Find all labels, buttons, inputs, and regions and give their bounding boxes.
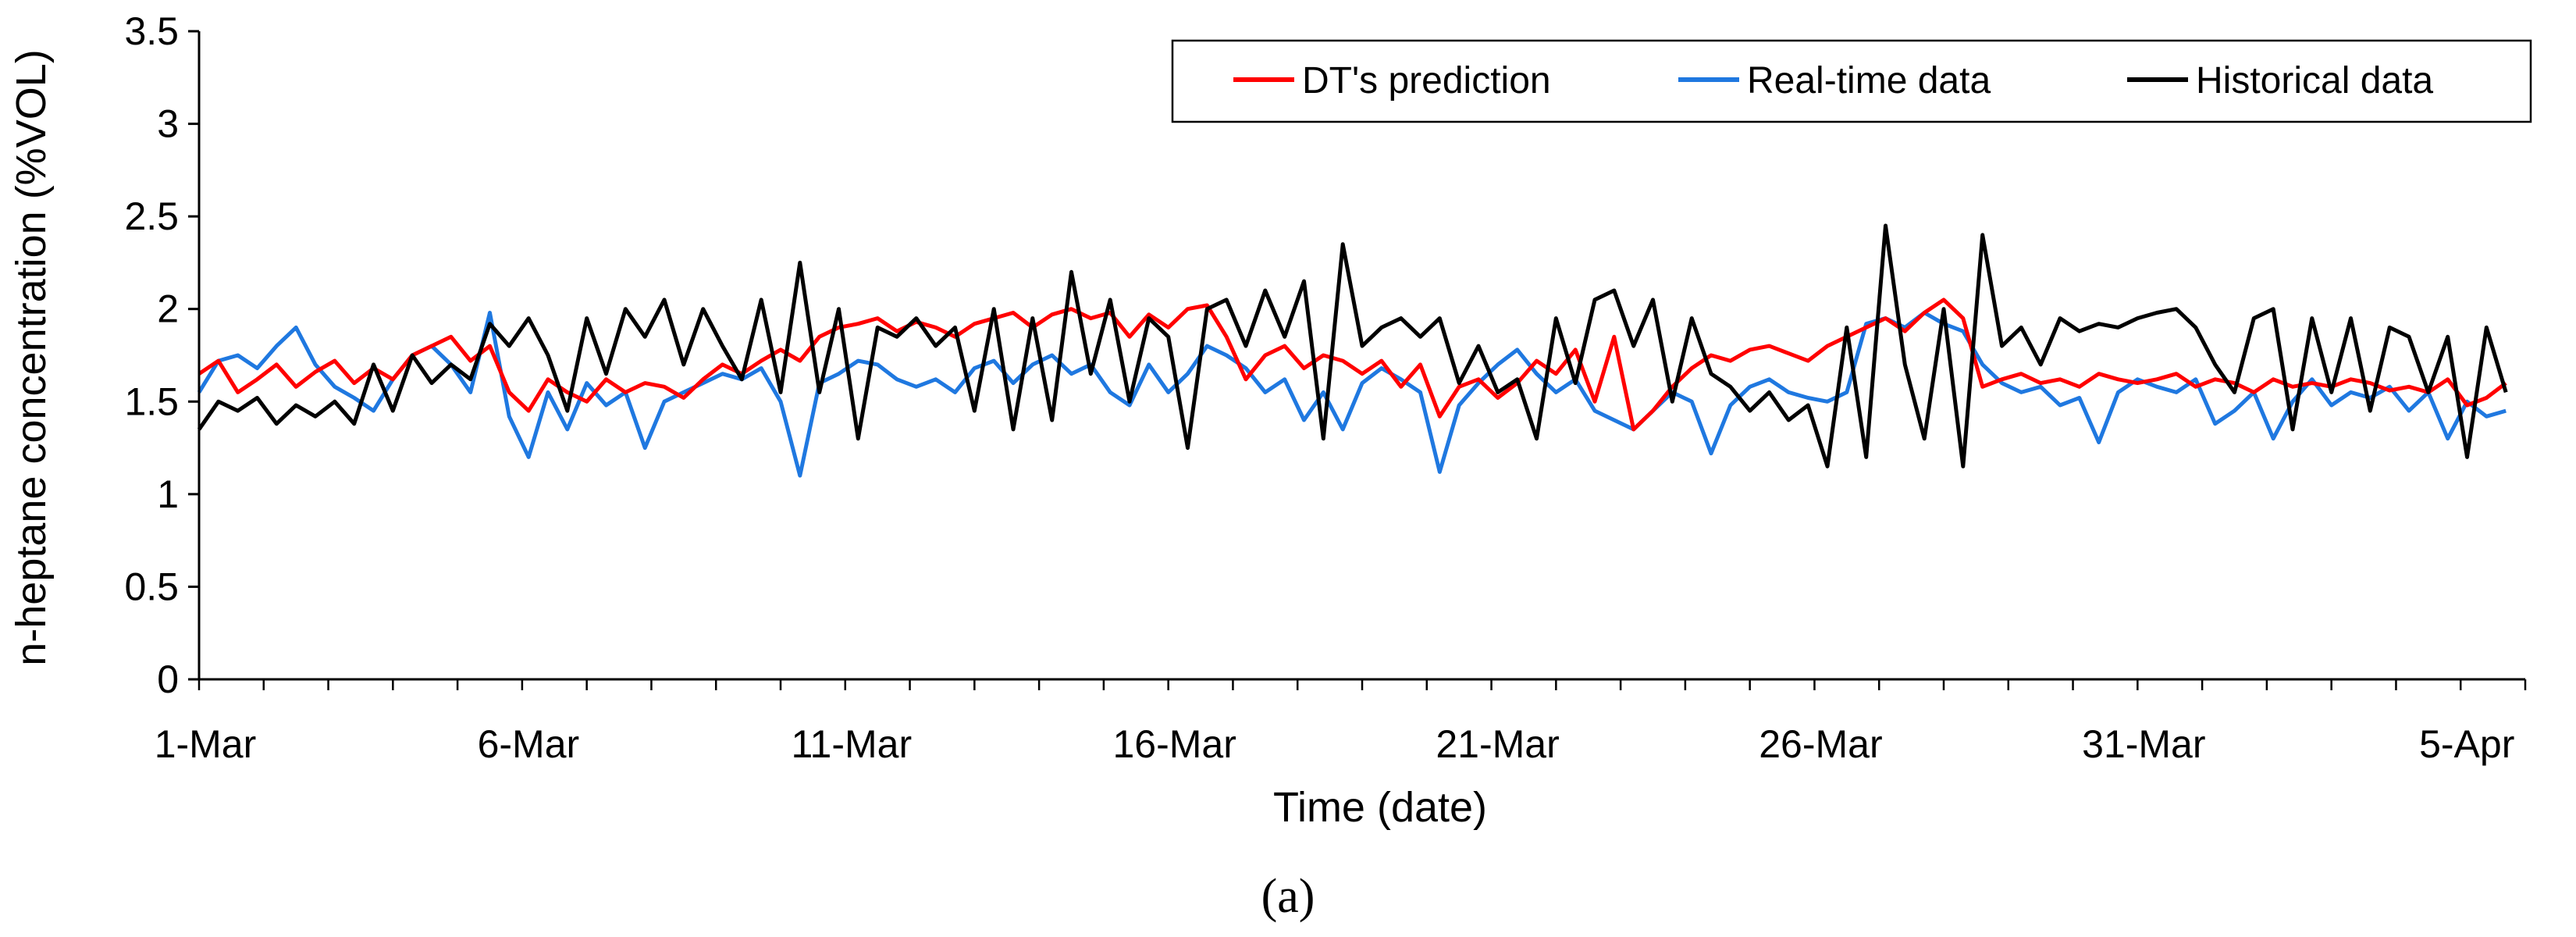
figure-caption: (a) <box>1261 870 1315 923</box>
x-tick-label: 16-Mar <box>1112 722 1236 766</box>
series-line-dt-s-prediction <box>197 297 2507 432</box>
legend-label: Historical data <box>2196 60 2433 102</box>
legend-label: DT's prediction <box>1302 60 1551 102</box>
y-tick-label: 1.5 <box>124 379 179 423</box>
y-axis-title: n-heptane concentration (%VOL) <box>8 49 55 665</box>
x-tick-label: 26-Mar <box>1759 722 1882 766</box>
x-tick-label: 11-Mar <box>791 722 912 766</box>
x-tick-label: 5-Apr <box>2419 722 2514 766</box>
legend-box <box>1171 39 2532 123</box>
y-tick-label: 2.5 <box>124 194 179 238</box>
x-tick-label: 31-Mar <box>2082 722 2205 766</box>
legend-items: DT's prediction Real-time data Historical … <box>1233 60 2433 102</box>
y-tick-label: 2 <box>157 287 179 331</box>
x-tick-label: 21-Mar <box>1436 722 1559 766</box>
x-ticks: 1-Mar 6-Mar 11-Mar 16-Mar 21-Mar 26-Mar 31-Mar… <box>155 679 2527 766</box>
y-ticks: 0 0.5 1 1.5 2 2.5 3 3.5 <box>124 9 199 701</box>
series-line-historical-data <box>197 223 2508 468</box>
x-axis-title: Time (date) <box>1273 784 1487 831</box>
y-tick-label: 0.5 <box>124 565 179 608</box>
y-tick-label: 0 <box>157 657 179 701</box>
y-tick-label: 3.5 <box>124 9 179 53</box>
legend: DT's prediction Real-time data Historical … <box>1171 39 2532 123</box>
legend-label: Real-time data <box>1747 60 1991 102</box>
y-tick-label: 3 <box>157 102 179 146</box>
series-line-real-time-data <box>197 311 2507 478</box>
y-tick-label: 1 <box>157 472 179 516</box>
axes: 0 0.5 1 1.5 2 2.5 3 3.5 1-Mar 6-Mar 11-Mar 16-Mar 2… <box>124 9 2527 766</box>
x-tick-label: 1-Mar <box>155 722 257 766</box>
x-tick-label: 6-Mar <box>478 722 580 766</box>
plot-lines <box>197 223 2508 478</box>
